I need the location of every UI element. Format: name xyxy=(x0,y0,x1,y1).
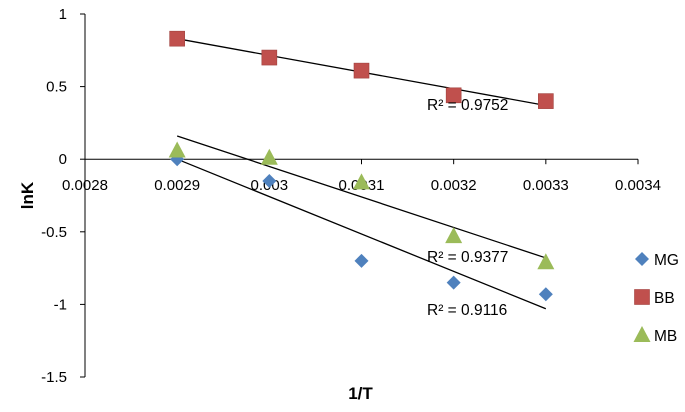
point-bb xyxy=(353,62,370,79)
y-tick-label: 0.5 xyxy=(46,79,67,96)
legend-label-bb: BB xyxy=(654,290,675,307)
x-tick-label: 0.0029 xyxy=(154,177,200,194)
y-axis-title: lnK xyxy=(18,181,37,209)
legend-marker-mb xyxy=(633,326,651,342)
trendline-mb xyxy=(176,135,547,259)
point-mg xyxy=(446,275,461,290)
point-bb xyxy=(445,87,462,104)
x-tick-label: 0.0034 xyxy=(615,177,661,194)
legend-marker-bb xyxy=(634,289,650,305)
point-bb xyxy=(169,30,185,47)
r2-labels: R² = 0.9116 R² = 0.9752 R² = 0.9377 xyxy=(427,97,508,319)
y-tick-label: 0 xyxy=(59,151,67,168)
x-tick-label: 0.0028 xyxy=(62,177,108,194)
r2-label-bb: R² = 0.9752 xyxy=(427,97,508,114)
point-mg xyxy=(354,253,369,268)
x-tick-label: 0.0032 xyxy=(431,177,477,194)
point-mb xyxy=(353,173,370,190)
point-bb xyxy=(261,49,278,66)
point-mg xyxy=(262,173,277,188)
x-tick-label: 0.0033 xyxy=(523,177,569,194)
r2-label-mb: R² = 0.9377 xyxy=(427,249,508,266)
x-axis-title: 1/T xyxy=(348,384,373,403)
legend-label-mg: MG xyxy=(654,252,679,269)
point-mb xyxy=(445,227,463,244)
point-mg xyxy=(538,287,553,302)
trendline-mg xyxy=(176,158,547,310)
point-bb xyxy=(538,93,554,109)
markers xyxy=(168,30,555,302)
y-tick-label: -0.5 xyxy=(41,224,67,241)
point-mb xyxy=(537,253,555,270)
legend-marker-mg xyxy=(635,252,649,266)
axes: 10.50-0.5-1-1.50.00280.00290.0030.00310.… xyxy=(18,6,661,403)
r2-label-mg: R² = 0.9116 xyxy=(427,302,507,319)
y-tick-label: -1.5 xyxy=(41,369,67,386)
legend-label-mb: MB xyxy=(654,328,677,345)
y-tick-label: -1 xyxy=(54,296,67,313)
legend: MG BB MB xyxy=(633,252,679,345)
y-tick-label: 1 xyxy=(59,6,67,23)
point-mb xyxy=(168,141,186,158)
point-mb xyxy=(260,148,278,165)
